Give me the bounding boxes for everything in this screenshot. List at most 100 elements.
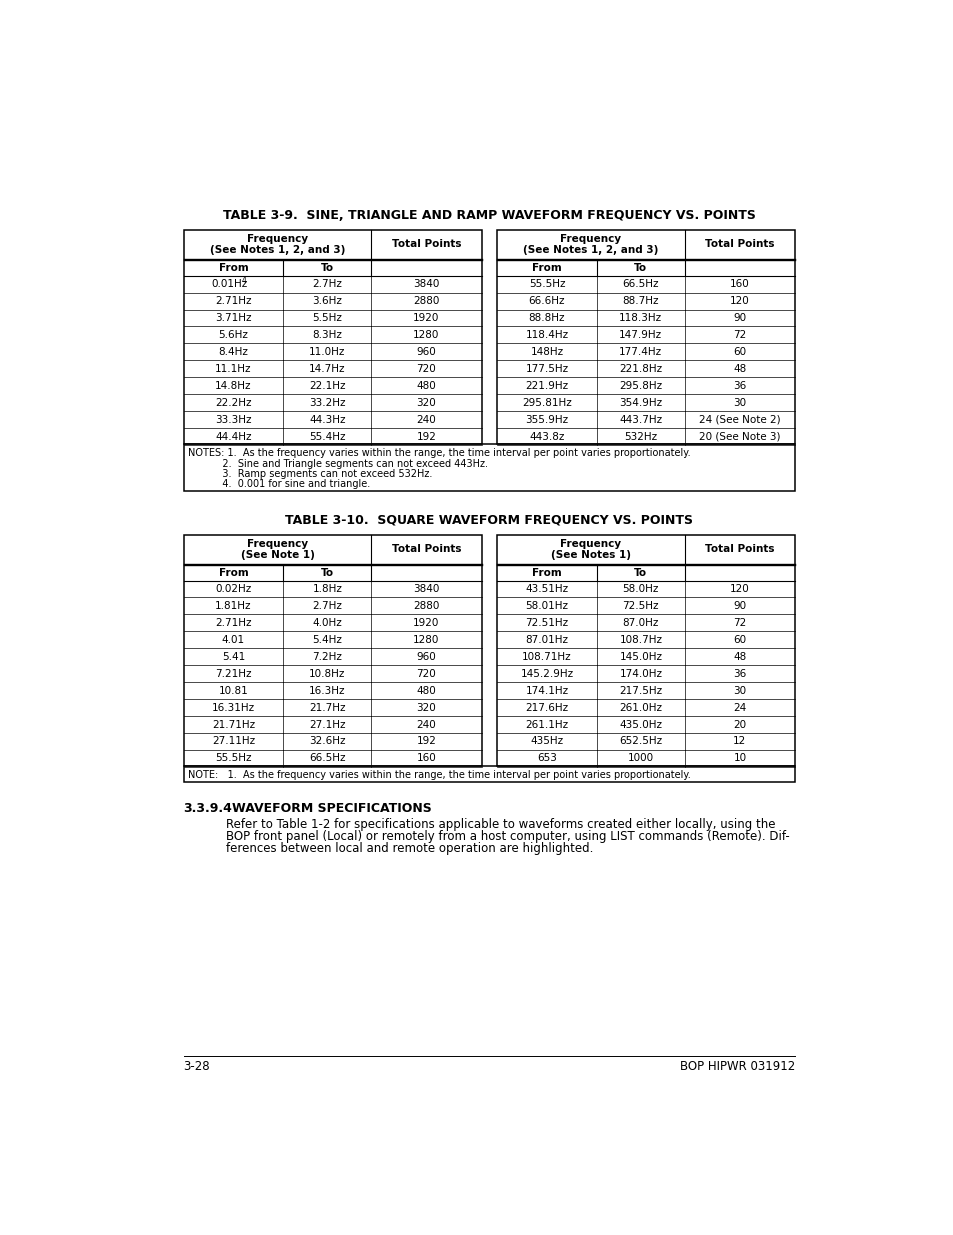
Text: To: To xyxy=(634,263,647,273)
Text: 87.0Hz: 87.0Hz xyxy=(622,618,659,627)
Text: 66.6Hz: 66.6Hz xyxy=(528,296,564,306)
Text: NOTE:   1.  As the frequency varies within the range, the time interval per poin: NOTE: 1. As the frequency varies within … xyxy=(188,769,690,781)
Text: 8.4Hz: 8.4Hz xyxy=(218,347,248,357)
Text: 4.0Hz: 4.0Hz xyxy=(313,618,342,627)
Text: WAVEFORM SPECIFICATIONS: WAVEFORM SPECIFICATIONS xyxy=(232,802,431,815)
Text: Total Points: Total Points xyxy=(704,545,774,555)
Text: 33.2Hz: 33.2Hz xyxy=(309,398,345,408)
Text: 960: 960 xyxy=(416,347,436,357)
Text: 21.7Hz: 21.7Hz xyxy=(309,703,345,713)
Text: 44.4Hz: 44.4Hz xyxy=(215,431,252,442)
Text: 118.4Hz: 118.4Hz xyxy=(525,330,568,340)
Text: 435Hz: 435Hz xyxy=(530,736,563,746)
Text: 217.5Hz: 217.5Hz xyxy=(618,685,661,695)
Text: 160: 160 xyxy=(729,279,749,289)
Text: BOP HIPWR 031912: BOP HIPWR 031912 xyxy=(679,1061,794,1073)
Text: 21.71Hz: 21.71Hz xyxy=(212,720,254,730)
Text: 177.4Hz: 177.4Hz xyxy=(618,347,661,357)
Text: 27.1Hz: 27.1Hz xyxy=(309,720,345,730)
Text: Total Points: Total Points xyxy=(704,240,774,249)
Text: (See Notes 1, 2, and 3): (See Notes 1, 2, and 3) xyxy=(522,245,658,254)
Text: 16.3Hz: 16.3Hz xyxy=(309,685,345,695)
Text: 435.0Hz: 435.0Hz xyxy=(618,720,661,730)
Text: 261.0Hz: 261.0Hz xyxy=(618,703,661,713)
Text: 44.3Hz: 44.3Hz xyxy=(309,415,345,425)
Text: 12: 12 xyxy=(733,736,746,746)
Text: ferences between local and remote operation are highlighted.: ferences between local and remote operat… xyxy=(226,842,593,856)
Text: 2880: 2880 xyxy=(413,601,439,611)
Bar xyxy=(183,230,481,443)
Text: (See Notes 1): (See Notes 1) xyxy=(550,550,630,559)
Text: To: To xyxy=(320,263,334,273)
Text: 30: 30 xyxy=(733,398,745,408)
Text: 160: 160 xyxy=(416,753,436,763)
Text: 147.9Hz: 147.9Hz xyxy=(618,330,661,340)
Bar xyxy=(183,766,794,782)
Text: 24 (See Note 2): 24 (See Note 2) xyxy=(699,415,780,425)
Text: 24: 24 xyxy=(733,703,746,713)
Text: 120: 120 xyxy=(729,296,749,306)
Text: 2.  Sine and Triangle segments can not exceed 443Hz.: 2. Sine and Triangle segments can not ex… xyxy=(188,458,488,468)
Text: 88.7Hz: 88.7Hz xyxy=(622,296,659,306)
Text: 7.21Hz: 7.21Hz xyxy=(215,668,252,679)
Text: 58.0Hz: 58.0Hz xyxy=(622,584,659,594)
Text: 720: 720 xyxy=(416,668,436,679)
Text: 1920: 1920 xyxy=(413,312,439,324)
Text: Frequency: Frequency xyxy=(247,235,308,245)
Text: 652.5Hz: 652.5Hz xyxy=(618,736,661,746)
Text: 480: 480 xyxy=(416,380,436,390)
Text: 72: 72 xyxy=(733,330,746,340)
Text: BOP front panel (Local) or remotely from a host computer, using LIST commands (R: BOP front panel (Local) or remotely from… xyxy=(226,830,789,844)
Text: 14.8Hz: 14.8Hz xyxy=(215,380,252,390)
Text: 295.8Hz: 295.8Hz xyxy=(618,380,661,390)
Text: 240: 240 xyxy=(416,415,436,425)
Text: 118.3Hz: 118.3Hz xyxy=(618,312,661,324)
Text: TABLE 3-9.  SINE, TRIANGLE AND RAMP WAVEFORM FREQUENCY VS. POINTS: TABLE 3-9. SINE, TRIANGLE AND RAMP WAVEF… xyxy=(223,209,755,222)
Text: 3.  Ramp segments can not exceed 532Hz.: 3. Ramp segments can not exceed 532Hz. xyxy=(188,469,432,479)
Text: 4: 4 xyxy=(241,275,246,285)
Text: 1000: 1000 xyxy=(627,753,653,763)
Text: 66.5Hz: 66.5Hz xyxy=(622,279,659,289)
Text: 16.31Hz: 16.31Hz xyxy=(212,703,254,713)
Text: 2.7Hz: 2.7Hz xyxy=(312,279,342,289)
Text: NOTES: 1.  As the frequency varies within the range, the time interval per point: NOTES: 1. As the frequency varies within… xyxy=(188,448,690,458)
Text: 55.5Hz: 55.5Hz xyxy=(215,753,252,763)
Text: 72.5Hz: 72.5Hz xyxy=(622,601,659,611)
Text: 5.5Hz: 5.5Hz xyxy=(312,312,342,324)
Text: Total Points: Total Points xyxy=(392,240,460,249)
Text: 2.71Hz: 2.71Hz xyxy=(215,618,252,627)
Text: 8.3Hz: 8.3Hz xyxy=(312,330,342,340)
Text: 192: 192 xyxy=(416,736,436,746)
Text: 720: 720 xyxy=(416,364,436,374)
Text: 480: 480 xyxy=(416,685,436,695)
Text: 20 (See Note 3): 20 (See Note 3) xyxy=(699,431,780,442)
Text: 11.1Hz: 11.1Hz xyxy=(215,364,252,374)
Text: 3840: 3840 xyxy=(413,279,439,289)
Text: TABLE 3-10.  SQUARE WAVEFORM FREQUENCY VS. POINTS: TABLE 3-10. SQUARE WAVEFORM FREQUENCY VS… xyxy=(285,514,693,526)
Text: Refer to Table 1-2 for specifications applicable to waveforms created either loc: Refer to Table 1-2 for specifications ap… xyxy=(226,819,775,831)
Text: 5.41: 5.41 xyxy=(222,652,245,662)
Text: 2880: 2880 xyxy=(413,296,439,306)
Text: 960: 960 xyxy=(416,652,436,662)
Text: 2.71Hz: 2.71Hz xyxy=(215,296,252,306)
Text: 4.01: 4.01 xyxy=(222,635,245,645)
Text: From: From xyxy=(218,263,248,273)
Bar xyxy=(497,230,794,443)
Text: 3840: 3840 xyxy=(413,584,439,594)
Text: 2.7Hz: 2.7Hz xyxy=(312,601,342,611)
Text: 1.81Hz: 1.81Hz xyxy=(215,601,252,611)
Text: 443.7Hz: 443.7Hz xyxy=(618,415,661,425)
Text: 20: 20 xyxy=(733,720,745,730)
Text: 1280: 1280 xyxy=(413,635,439,645)
Text: To: To xyxy=(320,568,334,578)
Text: 1280: 1280 xyxy=(413,330,439,340)
Text: 10: 10 xyxy=(733,753,745,763)
Text: 36: 36 xyxy=(733,380,746,390)
Text: 36: 36 xyxy=(733,668,746,679)
Text: 3.6Hz: 3.6Hz xyxy=(312,296,342,306)
Text: 221.9Hz: 221.9Hz xyxy=(525,380,568,390)
Text: 145.2.9Hz: 145.2.9Hz xyxy=(520,668,573,679)
Text: From: From xyxy=(532,568,561,578)
Text: 532Hz: 532Hz xyxy=(623,431,657,442)
Text: 60: 60 xyxy=(733,347,745,357)
